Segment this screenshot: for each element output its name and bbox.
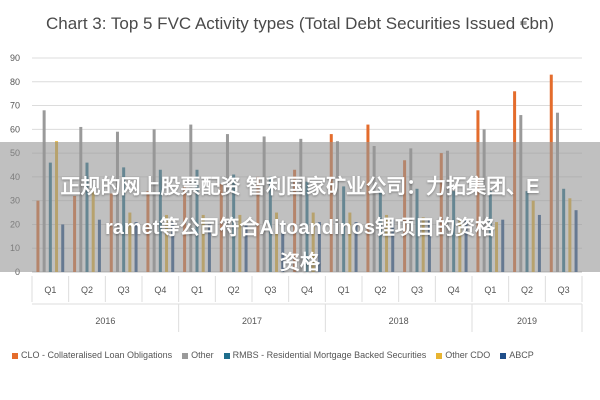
legend-label: Other CDO [445,350,491,360]
legend-item: ABCP [500,350,534,360]
legend-item: Other CDO [436,350,490,360]
overlay-headline-2: ramet等公司符合Altoandinos锂项目的资格 [104,217,496,239]
legend-label: CLO - Collateralised Loan Obligations [21,350,173,360]
legend-label: RMBS - Residential Mortgage Backed Secur… [232,350,427,360]
x-axis-ticks: Q1 Q2 Q3 Q4 Q1 Q2 Q3 Q4 Q1 Q2 Q3 Q4 Q1 Q2 Q3 [31,276,583,302]
overlay-banner [0,142,600,272]
x-tick-label: Q2 [81,285,93,295]
x-tick-label: Q1 [338,285,350,295]
x-tick-label: Q4 [301,285,313,295]
x-tick-label: Q2 [521,285,533,295]
x-tick-label: Q1 [44,285,56,295]
legend-label: Other [191,350,214,360]
x-tick-label: Q4 [448,285,460,295]
chart-legend: CLO - Collateralised Loan Obligations Oth… [12,350,592,366]
x-tick-label: Q1 [484,285,496,295]
legend-item: CLO - Collateralised Loan Obligations [12,350,172,360]
x-tick-label: Q3 [264,285,276,295]
x-tick-label: Q3 [411,285,423,295]
legend-swatch [436,352,443,359]
year-label: 2016 [95,316,115,326]
chart-title: Chart 3: Top 5 FVC Activity types (Total… [45,14,555,33]
y-tick-label: 60 [10,124,20,134]
legend-swatch [12,352,18,359]
y-tick-label: 80 [10,77,20,87]
x-tick-label: Q1 [191,285,203,295]
legend-swatch [500,352,507,359]
year-label: 2019 [517,316,537,326]
x-tick-label: Q3 [558,285,570,295]
year-labels: 2016 2017 2018 2019 [32,303,583,332]
overlay-headline-1: 正规的网上股票配资 智利国家矿业公司：力拓集团、E [60,176,540,198]
y-tick-label: 90 [10,53,20,63]
legend-swatch [223,352,230,359]
y-tick-label: 70 [10,101,20,111]
legend-item: RMBS - Residential Mortgage Backed Secur… [223,350,427,360]
year-label: 2018 [389,316,409,326]
legend-swatch [182,352,189,359]
legend-label: ABCP [509,350,534,360]
year-label: 2017 [242,316,262,326]
legend-item: Other [182,350,214,360]
overlay-headline-3: 资格 [280,252,320,274]
x-tick-label: Q2 [228,285,240,295]
x-tick-label: Q2 [374,285,386,295]
x-tick-label: Q3 [118,285,130,295]
y-tick-label: 0 [15,267,20,277]
x-tick-label: Q4 [154,285,166,295]
